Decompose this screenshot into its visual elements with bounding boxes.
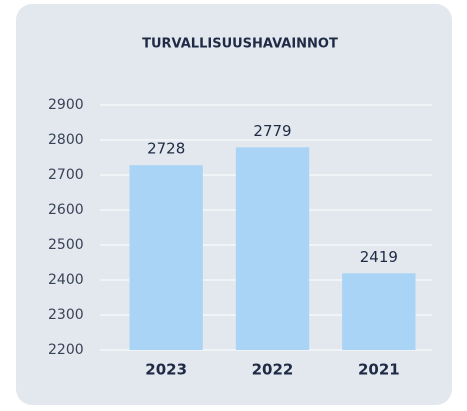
y-tick-label: 2200: [48, 342, 84, 358]
y-tick-label: 2600: [48, 202, 84, 218]
bar: [235, 147, 310, 350]
x-tick-label: 2022: [252, 361, 294, 379]
x-tick-label: 2021: [358, 361, 400, 379]
y-tick-label: 2400: [48, 272, 84, 288]
x-tick-label: 2023: [145, 361, 187, 379]
bar: [129, 165, 203, 350]
bar: [342, 273, 416, 350]
value-label: 2728: [147, 140, 185, 158]
chart-title: TURVALLISUUSHAVAINNOT: [142, 37, 338, 52]
y-tick-label: 2500: [48, 237, 84, 253]
y-tick-label: 2800: [48, 132, 84, 148]
value-label: 2419: [360, 248, 398, 266]
y-tick-label: 2300: [48, 307, 84, 323]
y-tick-label: 2900: [48, 97, 84, 113]
y-tick-label: 2700: [48, 167, 84, 183]
value-label: 2779: [253, 122, 291, 140]
